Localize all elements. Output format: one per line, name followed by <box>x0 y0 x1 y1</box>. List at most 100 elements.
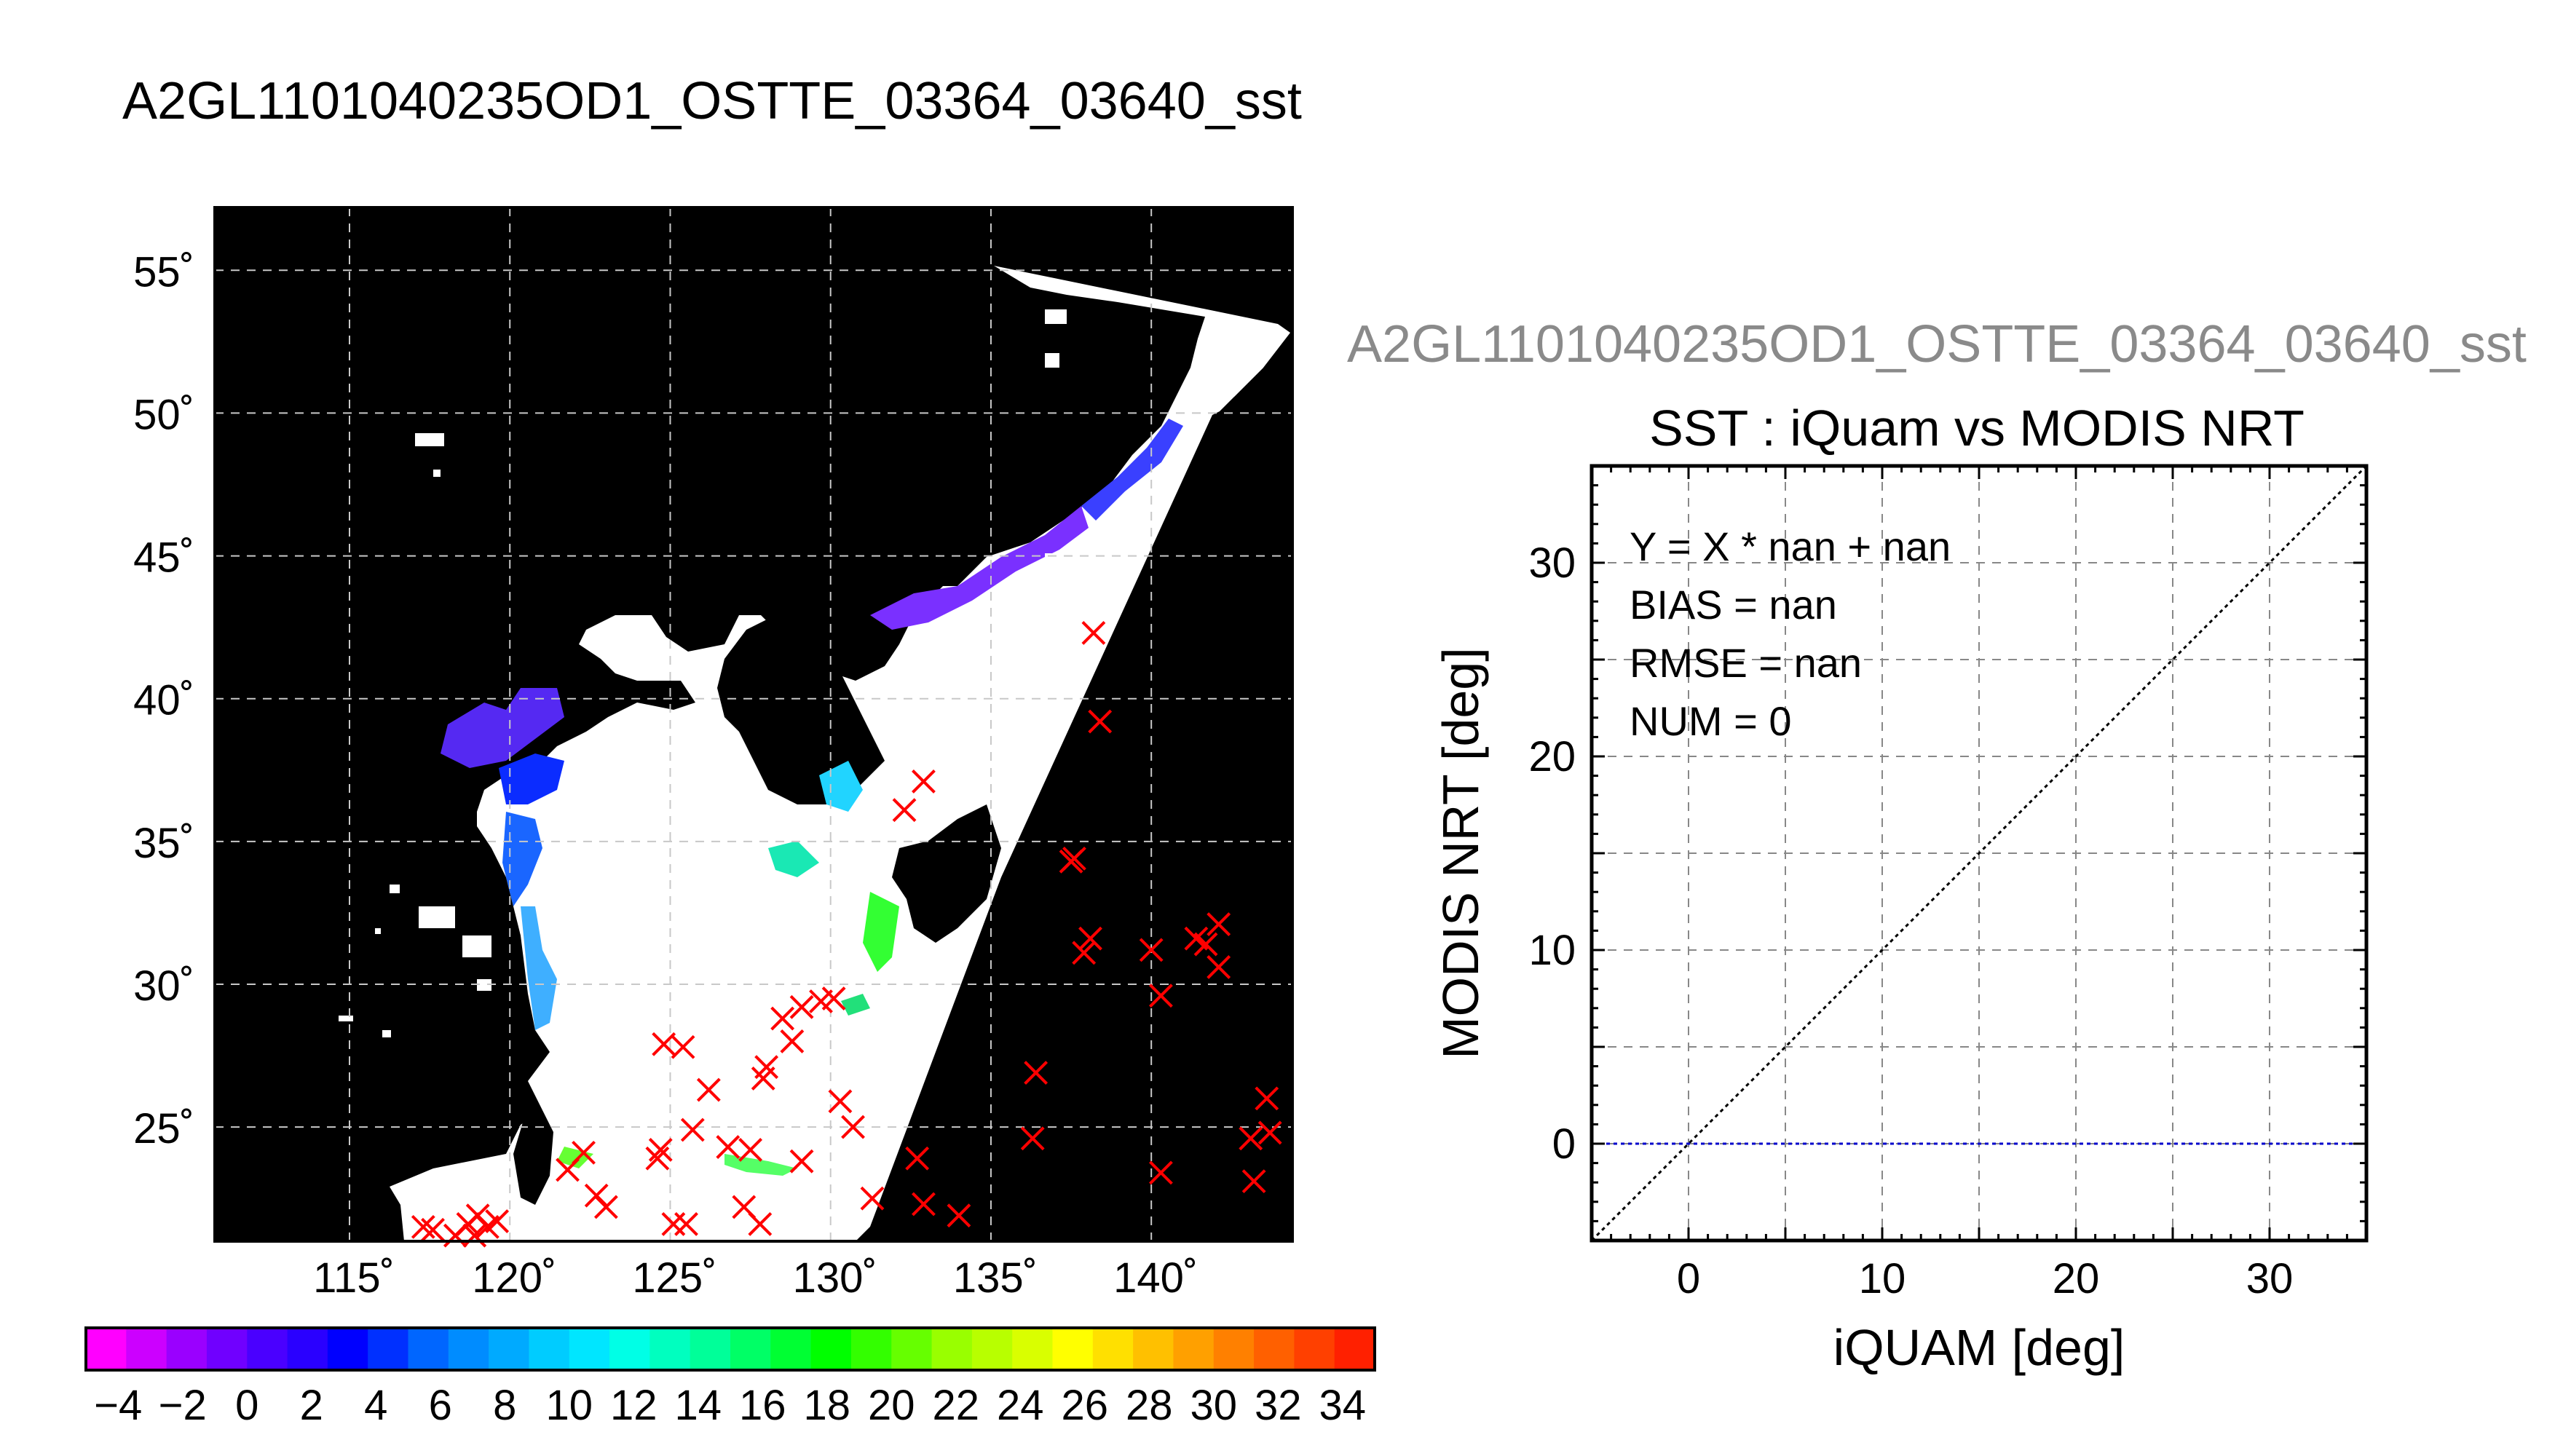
colorbar-swatch <box>1092 1328 1134 1370</box>
colorbar-swatch <box>408 1328 449 1370</box>
scatter-file-title: A2GL1101040235OD1_OSTTE_03364_03640_sst <box>1347 315 2527 373</box>
y-tick-label: 30 <box>1528 539 1576 587</box>
iquam-marker <box>860 1186 885 1211</box>
colorbar-swatch <box>1213 1328 1255 1370</box>
colorbar-swatch <box>1334 1328 1375 1370</box>
stats-annotations: Y = X * nan + nan BIAS = nan RMSE = nan NUM… <box>1630 523 1951 744</box>
sst-sakhalin-strip <box>1205 317 1263 397</box>
iquam-marker <box>1239 1126 1263 1151</box>
lon-tick-label: 125˚ <box>632 1254 716 1296</box>
colorbar-tick-label: 0 <box>235 1382 258 1429</box>
colorbar-swatch <box>730 1328 771 1370</box>
colorbar-swatch <box>690 1328 731 1370</box>
colorbar-swatch <box>1254 1328 1295 1370</box>
iquam-marker <box>556 1158 580 1182</box>
lat-tick-label: 35˚ <box>133 820 194 867</box>
y-tick-label: 10 <box>1528 927 1576 974</box>
colorbar-swatch <box>1173 1328 1215 1370</box>
sst-yellow-west <box>502 812 542 906</box>
iquam-marker <box>905 1146 930 1171</box>
colorbar-tick-label: 26 <box>1061 1382 1108 1429</box>
iquam-marker <box>789 1149 814 1174</box>
iquam-marker <box>947 1203 971 1228</box>
colorbar-tick-label: 4 <box>364 1382 387 1429</box>
iquam-marker <box>770 1006 795 1031</box>
colorbar-swatch <box>126 1328 167 1370</box>
iquam-marker <box>485 1209 510 1233</box>
colorbar-tick-label: 34 <box>1319 1382 1366 1429</box>
stat-annotation: Y = X * nan + nan <box>1630 523 1951 569</box>
land-taiwan <box>513 1110 553 1205</box>
x-axis-label: iQUAM [deg] <box>1833 1319 2125 1376</box>
colorbar-swatch <box>206 1328 248 1370</box>
colorbar-swatch <box>971 1328 1013 1370</box>
colorbar-swatch <box>810 1328 852 1370</box>
colorbar-swatch <box>1052 1328 1094 1370</box>
colorbar-swatch <box>448 1328 489 1370</box>
lon-tick-label: 115˚ <box>313 1254 395 1296</box>
iquam-marker <box>1193 932 1218 957</box>
iquam-marker <box>1024 1061 1049 1085</box>
iquam-marker <box>1207 912 1231 936</box>
sst-bohai <box>441 688 564 768</box>
iquam-marker <box>593 1195 618 1219</box>
iquam-marker <box>1148 1160 1173 1185</box>
iquam-marker <box>1257 1120 1282 1145</box>
iquam-markers <box>411 621 1282 1248</box>
lat-tick-label: 40˚ <box>133 677 194 724</box>
scatter-title: SST : iQuam vs MODIS NRT <box>1649 400 2305 456</box>
scatter-plot: SST : iQuam vs MODIS NRT Y = X * nan + n… <box>1432 400 2369 1376</box>
iquam-marker <box>912 1192 936 1216</box>
lon-tick-label: 130˚ <box>793 1254 877 1296</box>
iquam-marker <box>671 1034 695 1059</box>
colorbar-tick-label: 28 <box>1126 1382 1173 1429</box>
colorbar-swatch <box>770 1328 812 1370</box>
sst-sea-of-japan-north <box>870 506 1089 630</box>
inland-specks <box>339 309 1067 1037</box>
identity-line <box>1590 464 2368 1242</box>
lat-tick-label: 25˚ <box>133 1105 194 1152</box>
iquam-marker <box>828 1089 853 1114</box>
y-axis-label: MODIS NRT [deg] <box>1432 647 1489 1059</box>
iquam-marker <box>674 1212 698 1236</box>
colorbar-swatch <box>327 1328 368 1370</box>
iquam-marker <box>789 994 814 1019</box>
colorbar-tick-label: 24 <box>997 1382 1044 1429</box>
sst-ecs-green <box>841 994 870 1016</box>
sst-korea-south <box>768 841 819 877</box>
y-tick-label: 0 <box>1552 1120 1576 1168</box>
colorbar-swatch <box>931 1328 973 1370</box>
iquam-marker <box>1081 621 1106 645</box>
colorbar-swatch <box>1133 1328 1174 1370</box>
iquam-marker <box>648 1138 673 1162</box>
colorbar-tick-label: 12 <box>610 1382 657 1429</box>
iquam-marker <box>421 1217 445 1242</box>
iquam-marker <box>748 1212 773 1236</box>
iquam-marker <box>1255 1086 1279 1111</box>
colorbar-swatch <box>569 1328 610 1370</box>
colorbar-swatch <box>850 1328 892 1370</box>
stat-annotation: BIAS = nan <box>1630 582 1837 628</box>
stat-annotation: NUM = 0 <box>1630 698 1792 744</box>
colorbar-tick-label: 6 <box>429 1382 452 1429</box>
colorbar-swatch <box>247 1328 288 1370</box>
colorbar-tick-label: −2 <box>159 1382 207 1429</box>
iquam-marker <box>912 769 936 794</box>
iquam-marker <box>892 798 917 823</box>
map-grid <box>215 207 1292 1241</box>
iquam-marker <box>1207 955 1231 979</box>
lon-tick-label: 140˚ <box>1113 1254 1198 1296</box>
colorbar-tick-label: 8 <box>493 1382 516 1429</box>
colorbar-tick-label: −4 <box>94 1382 142 1429</box>
iquam-marker <box>696 1077 721 1102</box>
iquam-marker <box>780 1029 805 1053</box>
colorbar-tick-label: 30 <box>1190 1382 1237 1429</box>
colorbar-tick-label: 14 <box>674 1382 722 1429</box>
land-japan <box>892 804 1001 943</box>
stat-annotation: RMSE = nan <box>1630 640 1862 686</box>
iquam-marker <box>645 1146 670 1171</box>
y-tick-label: 20 <box>1528 733 1576 780</box>
lat-tick-label: 50˚ <box>133 391 194 438</box>
x-tick-label: 0 <box>1677 1255 1700 1302</box>
sst-primorye <box>1081 419 1183 521</box>
